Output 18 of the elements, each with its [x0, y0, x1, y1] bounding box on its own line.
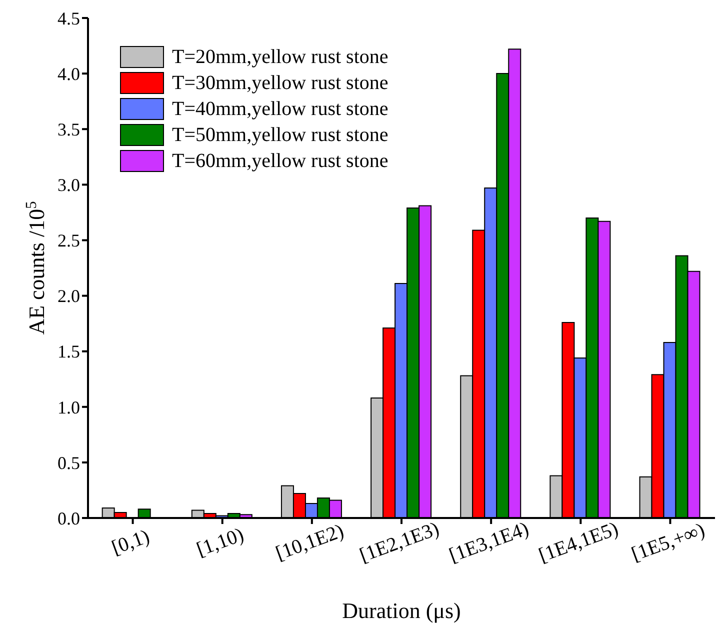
- legend-label: T=60mm,yellow rust stone: [172, 150, 388, 172]
- y-tick-label: 1.0: [58, 397, 80, 418]
- y-tick-label: 2.0: [58, 286, 80, 306]
- y-tick-label: 0.0: [58, 508, 80, 528]
- legend-label: T=40mm,yellow rust stone: [172, 98, 388, 120]
- legend-label: T=30mm,yellow rust stone: [172, 72, 388, 94]
- y-tick-label: 1.5: [58, 342, 80, 362]
- x-tick-label: [0,1): [108, 525, 153, 560]
- y-tick-label: 4.0: [58, 64, 80, 84]
- x-tick-label: [1,10): [194, 524, 247, 561]
- y-tick-label: 3.0: [58, 175, 80, 196]
- legend-label: T=50mm,yellow rust stone: [172, 124, 388, 146]
- x-axis-title: Duration (μs): [342, 598, 461, 623]
- y-tick-label: 4.5: [58, 8, 80, 28]
- y-tick-label: 0.5: [58, 452, 80, 473]
- legend-label: T=20mm,yellow rust stone: [172, 46, 388, 68]
- y-tick-label: 3.5: [58, 120, 80, 140]
- y-tick-label: 2.5: [58, 230, 80, 251]
